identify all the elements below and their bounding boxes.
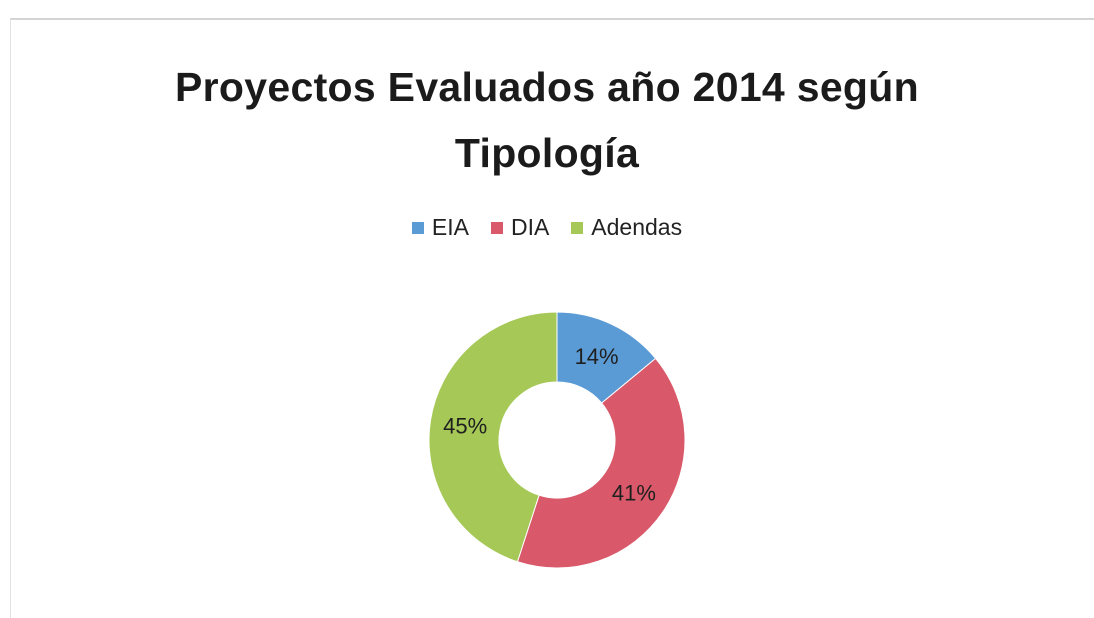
donut-label-dia: 41% [612,480,656,505]
donut-label-adendas: 45% [443,413,487,438]
legend-swatch-eia [411,221,424,234]
legend-label-dia: DIA [510,214,550,240]
chart-legend: EIA DIA Adendas [0,214,1094,241]
legend-item-dia: DIA [490,214,550,241]
legend-item-adendas: Adendas [571,214,682,241]
donut-slice-dia [516,357,686,569]
chart-title-line-1: Proyectos Evaluados año 2014 según [175,64,919,110]
donut-slice-adendas [428,311,558,563]
legend-swatch-dia [490,221,503,234]
legend-swatch-adendas [571,221,584,234]
donut-label-eia: 14% [575,344,619,369]
chart-title: Proyectos Evaluados año 2014 según Tipol… [0,54,1094,186]
legend-item-eia: EIA [411,214,469,241]
chart-title-line-2: Tipología [454,130,640,176]
legend-label-eia: EIA [431,214,469,240]
legend-label-adendas: Adendas [591,214,683,240]
